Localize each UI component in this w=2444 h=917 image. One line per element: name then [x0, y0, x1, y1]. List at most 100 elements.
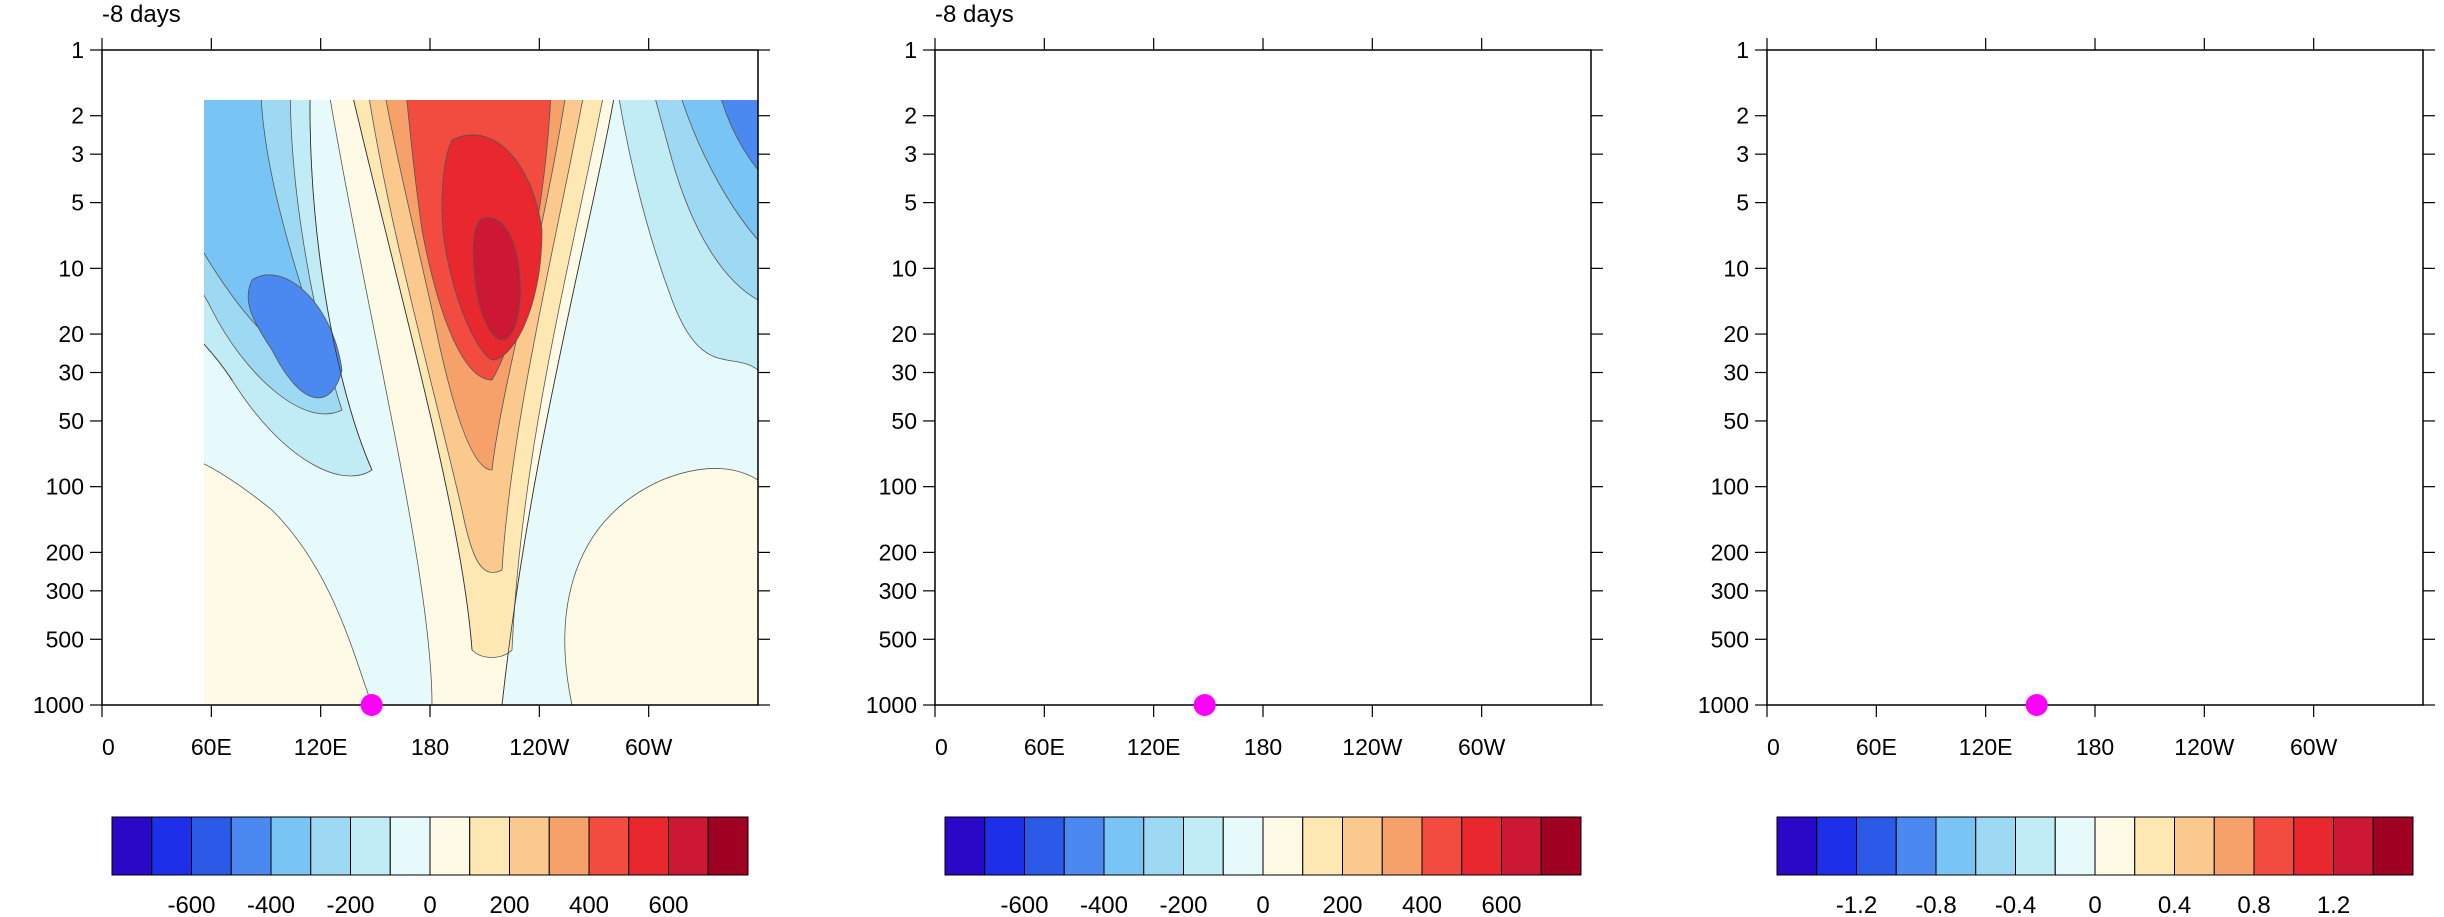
- hatched-region: [2207, 349, 2367, 696]
- y-tick-label: 30: [58, 360, 84, 386]
- colorbar-swatch: [548, 816, 590, 876]
- contour-line: [353, 100, 473, 651]
- panel-right: 1 2 3 5 10 20 30 50 100 200 300 500 1000 0 60E 120E 180 1…: [1698, 37, 2435, 917]
- contour-band: [1157, 50, 1373, 351]
- colorbar-label: 200: [1322, 892, 1362, 917]
- y-tick-label: 5: [71, 190, 84, 216]
- colorbar-swatch: [2293, 816, 2334, 876]
- contour-band: [1170, 50, 1360, 282]
- contour-band: [1917, 50, 2132, 705]
- contour-band: [1767, 430, 1947, 705]
- contour-band: [1490, 50, 1591, 240]
- colorbar-swatch: [230, 816, 272, 876]
- colorbar-swatch: [1856, 816, 1897, 876]
- y-tick-label: 20: [891, 321, 917, 347]
- y-tick-label: 2: [904, 103, 917, 129]
- y-tick-label: 20: [58, 321, 84, 347]
- colorbar-swatch: [1421, 816, 1463, 876]
- y-tick-label: 10: [58, 255, 84, 281]
- colorbar-label: -0.8: [1915, 892, 1956, 917]
- x-tick-label: 180: [411, 734, 449, 760]
- y-tick-label: 50: [58, 408, 84, 434]
- y-tick-label: 50: [1723, 408, 1749, 434]
- x-tick-label: 60E: [191, 734, 232, 760]
- y-tick-label: 100: [46, 474, 84, 500]
- colorbar-swatch: [1103, 816, 1145, 876]
- y-tick-label: 500: [879, 626, 917, 652]
- x-tick-label: 180: [2076, 734, 2114, 760]
- colorbar-swatch: [2253, 816, 2295, 876]
- colorbar-swatch: [389, 816, 431, 876]
- contour-band: [1135, 50, 1395, 520]
- contour-band: [935, 50, 1075, 291]
- colorbar-swatch: [469, 816, 510, 876]
- colorbar-swatch: [1183, 816, 1224, 876]
- colorbar-label: 200: [489, 892, 529, 917]
- colorbar-swatch: [1540, 816, 1582, 876]
- contour-band: [1947, 50, 2102, 705]
- location-marker: [1193, 694, 1216, 716]
- y-tick-label: 3: [1736, 141, 1749, 167]
- colorbar-swatch: [111, 816, 153, 876]
- contour-band: [1163, 50, 1367, 316]
- hatched-region: [1847, 320, 1931, 626]
- contour-band: [935, 50, 1050, 262]
- x-tick-label: 120W: [2174, 734, 2234, 760]
- y-tick-label: 1: [71, 37, 84, 63]
- y-tick-label: 10: [891, 255, 917, 281]
- y-tick-label: 200: [1711, 539, 1749, 565]
- colorbar-label: 1.2: [2317, 892, 2350, 917]
- contour-band: [472, 217, 521, 341]
- contour-band: [1847, 320, 1931, 626]
- y-tick-label: 30: [891, 360, 917, 386]
- contour-band: [2257, 50, 2423, 170]
- contour-band: [1767, 50, 2423, 705]
- colorbar-swatch: [310, 816, 351, 876]
- contour-band: [102, 120, 182, 229]
- y-tick-label: 2: [1736, 103, 1749, 129]
- y-tick-label: 100: [879, 474, 917, 500]
- x-tick-label: 60W: [625, 734, 673, 760]
- colorbar-swatch: [1461, 816, 1502, 876]
- colorbar-swatch: [1342, 816, 1383, 876]
- colorbar-swatch: [1024, 816, 1065, 876]
- colorbar-swatch: [1302, 816, 1343, 876]
- contour-band: [2237, 50, 2423, 334]
- colorbar-swatch: [1381, 816, 1423, 876]
- colorbar-swatch: [707, 816, 749, 876]
- colorbar-swatch: [270, 816, 312, 876]
- contour-band: [1145, 50, 1385, 451]
- x-tick-label: 120E: [1959, 734, 2013, 760]
- x-tick-label: 180: [1244, 734, 1282, 760]
- contour-band: [1470, 50, 1591, 260]
- contour-band: [2116, 549, 2139, 674]
- contour-line: [1405, 50, 1465, 240]
- contour-field: [935, 50, 1591, 705]
- contour-line: [309, 100, 373, 471]
- colorbar-swatch: [1816, 816, 1857, 876]
- contour-line: [1280, 50, 1415, 705]
- contour-line: [501, 100, 615, 706]
- contour-band: [935, 50, 1030, 226]
- colorbar-swatch: [191, 816, 232, 876]
- colorbar: -600 -400 -200 0 200 400 600: [111, 816, 749, 917]
- plot-frame: [1766, 49, 2424, 706]
- contour-band: [1435, 50, 1591, 310]
- contour-band: [1767, 50, 1917, 575]
- contour-band: [1767, 50, 1857, 311]
- y-tick-label: 500: [1711, 626, 1749, 652]
- panel-title: -8 days: [102, 1, 181, 28]
- y-tick-label: 300: [879, 578, 917, 604]
- location-marker: [360, 694, 383, 716]
- contour-band: [2207, 50, 2423, 293]
- x-tick-label: 0: [935, 734, 948, 760]
- contour-band: [1767, 50, 1842, 250]
- y-tick-label: 2: [71, 103, 84, 129]
- colorbar-label: 0: [1256, 892, 1269, 917]
- colorbar-swatch: [2213, 816, 2255, 876]
- x-tick-label: 120W: [509, 734, 569, 760]
- contour-band: [1957, 50, 2087, 690]
- contour-band: [935, 50, 1155, 473]
- x-tick-label: 120E: [1127, 734, 1181, 760]
- contour-band: [1962, 199, 2023, 610]
